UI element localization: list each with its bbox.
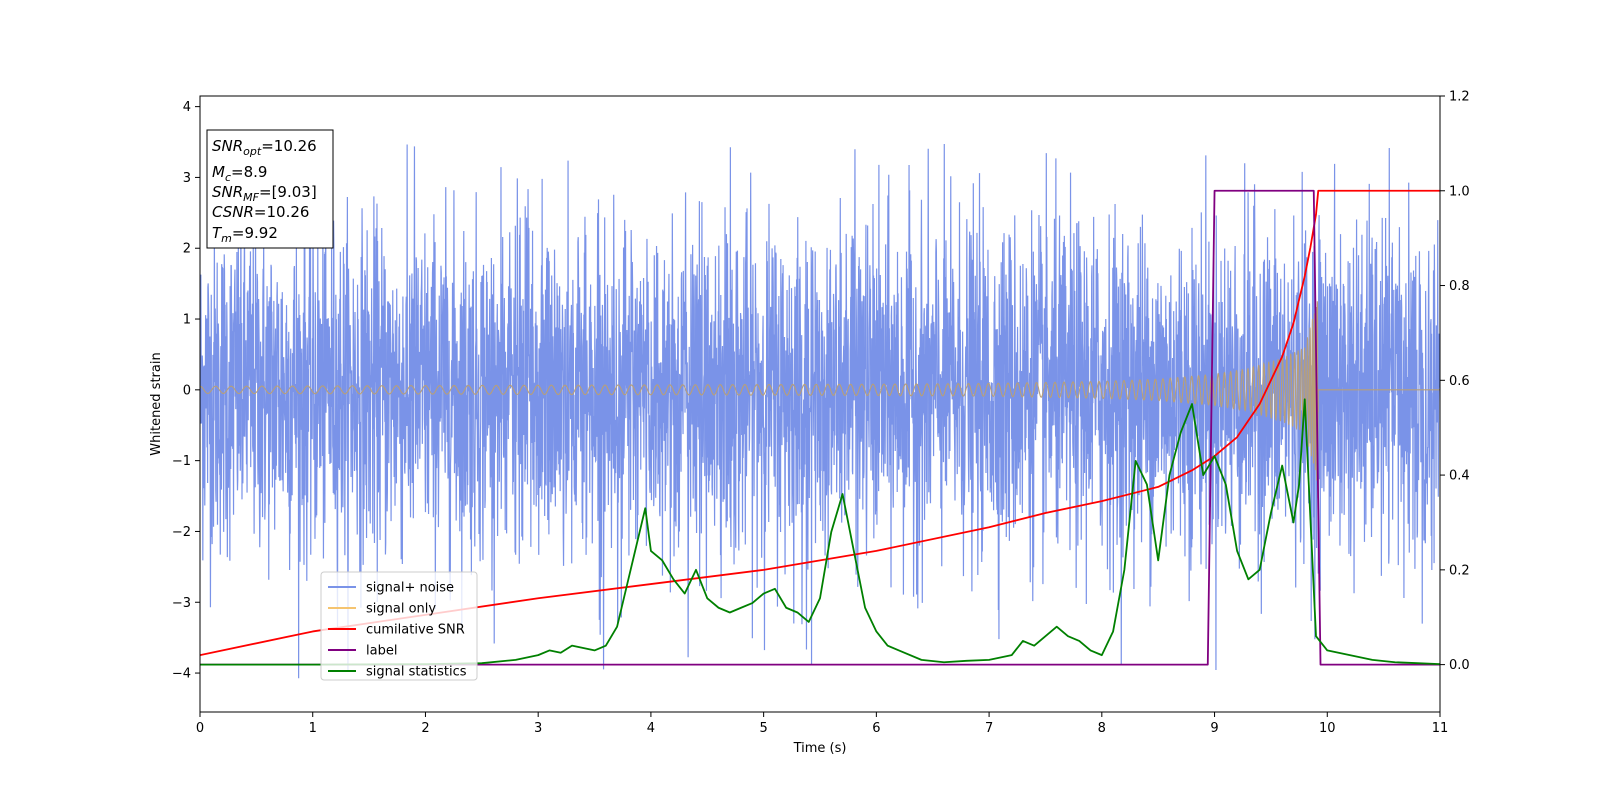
legend-entry: signal+ noise <box>366 581 454 596</box>
info-box-line: CSNR=10.26 <box>212 203 309 221</box>
cumulative-snr-line <box>200 189 1440 657</box>
info-box-symbol: SNR <box>212 183 243 201</box>
plot-frame <box>199 95 1441 713</box>
info-box-value: =10.26 <box>261 137 317 155</box>
y-left-tick-label: −3 <box>172 596 191 611</box>
legend: signal+ noise signal only cumilative SNR la… <box>320 571 478 681</box>
x-tick-label: 9 <box>1210 721 1218 736</box>
info-box-line: Mc=8.9 <box>212 163 267 184</box>
info-box-symbol: SNR <box>212 137 243 155</box>
y-axis-label: Whitened strain <box>149 352 164 455</box>
axes: 0 1 2 3 4 5 6 7 8 9 10 11 −4 −3 −2 −1 0 1 2 3 4 0.0 0.2 0.4 0.6 0… <box>172 90 1470 737</box>
y-left-tick-label: −2 <box>172 525 191 540</box>
legend-entry: signal only <box>366 602 436 617</box>
x-axis-label: Time (s) <box>793 741 847 756</box>
legend-entry: signal statistics <box>366 665 467 680</box>
info-box-symbol: T <box>212 224 223 242</box>
y-left-tick-label: 2 <box>183 242 191 257</box>
info-box-value: =10.26 <box>254 203 310 221</box>
info-box-frame <box>206 129 334 249</box>
info-box-symbol: CSNR <box>212 203 254 221</box>
info-box-subscript: MF <box>243 191 259 204</box>
x-tick-label: 2 <box>421 721 429 736</box>
y-left-tick-label: 4 <box>183 100 191 115</box>
y-left-tick-label: 0 <box>183 383 191 398</box>
x-tick-label: 6 <box>872 721 880 736</box>
y-right-tick-label: 0.8 <box>1449 279 1470 294</box>
y-right-tick-label: 0.6 <box>1449 374 1470 389</box>
info-box-value: =8.9 <box>231 163 267 181</box>
info-box-subscript: c <box>225 171 231 184</box>
info-box-subscript: m <box>221 232 232 245</box>
x-tick-label: 10 <box>1319 721 1336 736</box>
legend-frame <box>320 571 478 681</box>
y-right-tick-label: 1.2 <box>1449 90 1470 105</box>
signal-statistics-line <box>200 398 1440 666</box>
x-tick-label: 11 <box>1432 721 1449 736</box>
y-left-tick-label: 1 <box>183 313 191 328</box>
y-right-tick-label: 0.0 <box>1449 658 1470 673</box>
x-tick-label: 5 <box>759 721 767 736</box>
y-left-tick-label: −1 <box>172 454 191 469</box>
y-left-tick-label: −4 <box>172 667 191 682</box>
info-box-subscript: opt <box>243 145 262 158</box>
info-box-symbol: M <box>212 163 225 181</box>
info-box-line: Tm=9.92 <box>212 224 278 245</box>
info-box: SNRopt=10.26Mc=8.9SNRMF=[9.03]CSNR=10.26… <box>206 129 334 249</box>
x-tick-label: 4 <box>647 721 655 736</box>
x-tick-label: 3 <box>534 721 542 736</box>
y-right-tick-label: 0.2 <box>1449 563 1470 578</box>
y-right-tick-label: 0.4 <box>1449 469 1470 484</box>
info-box-value: =[9.03] <box>259 183 317 201</box>
x-tick-label: 8 <box>1098 721 1106 736</box>
y-left-tick-label: 3 <box>183 171 191 186</box>
x-tick-label: 1 <box>309 721 317 736</box>
label-line <box>200 189 1440 666</box>
x-tick-label: 0 <box>196 721 204 736</box>
info-box-value: =9.92 <box>232 224 278 242</box>
y-right-tick-label: 1.0 <box>1449 184 1470 199</box>
x-tick-label: 7 <box>985 721 993 736</box>
info-box-line: SNRMF=[9.03] <box>212 183 317 204</box>
legend-entry: cumilative SNR <box>366 623 465 638</box>
signal-only-line <box>200 301 1440 499</box>
plot-area <box>200 143 1440 679</box>
info-box-line: SNRopt=10.26 <box>212 137 317 158</box>
legend-entry: label <box>366 644 397 659</box>
